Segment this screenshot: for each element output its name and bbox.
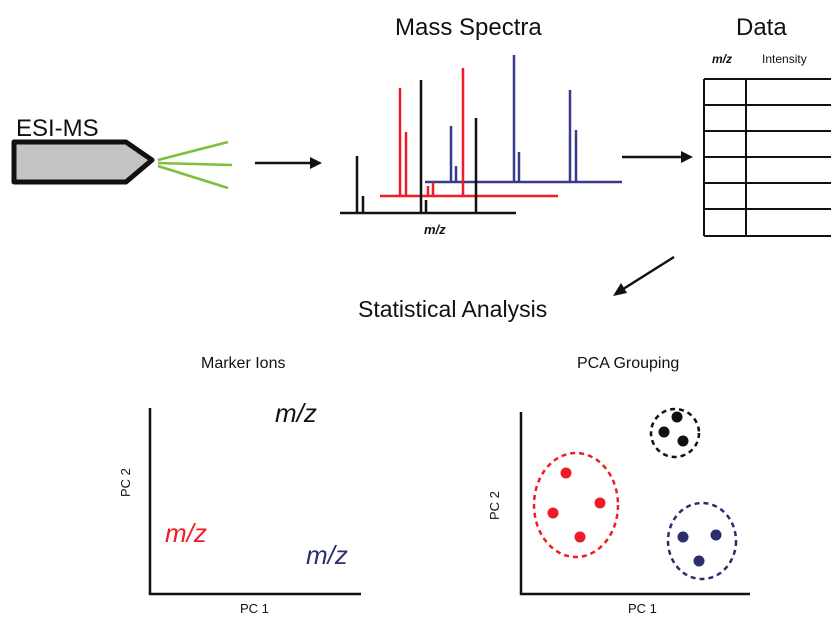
pca-point	[547, 507, 559, 519]
pca-point	[594, 497, 606, 509]
statistical-analysis-title: Statistical Analysis	[358, 296, 548, 322]
table-header-intensity: Intensity	[762, 52, 807, 66]
pca-point	[560, 467, 572, 479]
marker-ion-label-red: m/z	[165, 518, 207, 548]
spectrum-black	[340, 80, 516, 215]
data-title: Data	[736, 14, 787, 41]
pca-grouping-title: PCA Grouping	[577, 355, 680, 372]
pca-cluster-red	[532, 451, 620, 559]
pca-point	[710, 529, 722, 541]
pca-point	[693, 555, 705, 567]
table-header-mz: m/z	[712, 52, 733, 66]
pca-x-label: PC 1	[628, 601, 657, 616]
arrow-spectra-to-data	[622, 151, 693, 163]
spectrum-red	[380, 68, 558, 198]
marker-ion-label-black: m/z	[275, 398, 317, 428]
pca-point	[658, 426, 670, 438]
pca-y-label: PC 2	[487, 491, 502, 520]
marker-ion-label-blue: m/z	[306, 540, 348, 570]
data-table	[703, 78, 831, 237]
spray-lines	[157, 140, 233, 190]
marker-ions-y-label: PC 2	[118, 468, 133, 497]
spectrum-blue	[425, 55, 622, 184]
esi-needle	[11, 139, 155, 185]
marker-ions-title: Marker Ions	[201, 355, 286, 372]
marker-ions-x-label: PC 1	[240, 601, 269, 616]
mass-spectra-title: Mass Spectra	[395, 14, 542, 41]
spectra-axis-label: m/z	[424, 222, 446, 237]
pca-point	[574, 531, 586, 543]
marker-ions-axes	[148, 408, 361, 596]
pca-point	[671, 411, 683, 423]
pca-cluster-blue	[666, 501, 738, 581]
arrow-data-to-stats	[613, 255, 675, 296]
pca-axes	[519, 412, 750, 596]
esi-ms-label: ESI-MS	[16, 115, 99, 142]
pca-point	[677, 531, 689, 543]
pca-point	[677, 435, 689, 447]
pca-cluster-black	[649, 407, 701, 459]
arrow-esi-to-spectra	[255, 157, 322, 169]
